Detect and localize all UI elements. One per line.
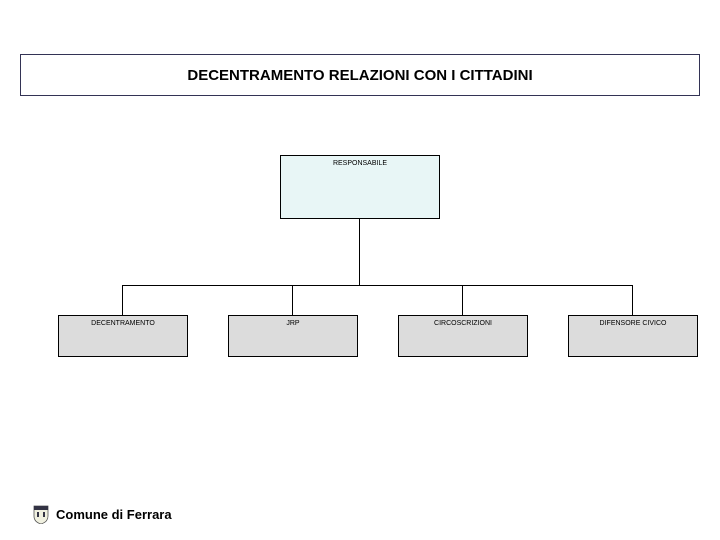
org-child-node: JRP — [228, 315, 358, 357]
crest-icon — [32, 504, 50, 524]
title-bar: DECENTRAMENTO RELAZIONI CON I CITTADINI — [20, 54, 700, 96]
org-child-node: DECENTRAMENTO — [58, 315, 188, 357]
org-root-node: RESPONSABILE — [280, 155, 440, 219]
page-title: DECENTRAMENTO RELAZIONI CON I CITTADINI — [187, 67, 532, 84]
org-root-label: RESPONSABILE — [333, 160, 387, 167]
footer-label: Comune di Ferrara — [56, 507, 172, 522]
org-child-node: CIRCOSCRIZIONI — [398, 315, 528, 357]
org-child-label: DIFENSORE CIVICO — [600, 320, 667, 327]
footer: Comune di Ferrara — [32, 504, 172, 524]
connector-drop-3 — [462, 285, 463, 315]
connector-drop-2 — [292, 285, 293, 315]
org-chart: RESPONSABILE DECENTRAMENTO JRP CIRCOSCRI… — [0, 155, 720, 405]
connector-drop-1 — [122, 285, 123, 315]
connector-vertical-main — [359, 219, 360, 285]
org-child-label: CIRCOSCRIZIONI — [434, 320, 492, 327]
org-child-node: DIFENSORE CIVICO — [568, 315, 698, 357]
org-child-label: JRP — [286, 320, 299, 327]
org-child-label: DECENTRAMENTO — [91, 320, 155, 327]
connector-drop-4 — [632, 285, 633, 315]
connector-horizontal — [122, 285, 633, 286]
